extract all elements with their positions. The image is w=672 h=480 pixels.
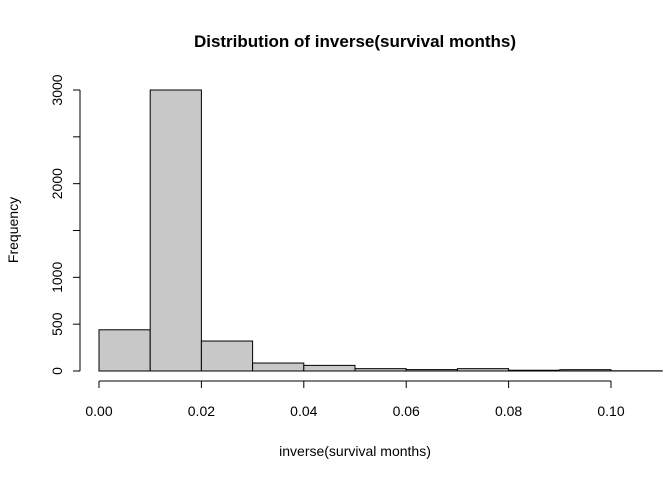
y-axis-label: Frequency — [5, 197, 21, 263]
x-tick-label: 0.04 — [290, 403, 317, 419]
bars-group — [98, 89, 663, 372]
histogram-bar — [303, 364, 356, 372]
x-tick-label: 0.02 — [188, 403, 215, 419]
x-tick-label: 0.00 — [85, 403, 112, 419]
y-tick-label: 500 — [49, 312, 65, 336]
x-tick-label: 0.08 — [495, 403, 522, 419]
x-tick-label: 0.06 — [393, 403, 420, 419]
y-axis: 0 500 1000 2000 3000 — [49, 74, 81, 375]
histogram-bar — [149, 89, 202, 372]
histogram-bar — [508, 369, 561, 372]
histogram-bar — [405, 369, 458, 372]
histogram-bar — [354, 368, 407, 372]
x-axis-label: inverse(survival months) — [279, 443, 431, 459]
y-tick-label: 3000 — [49, 74, 65, 105]
y-tick-label: 2000 — [49, 168, 65, 199]
chart-title: Distribution of inverse(survival months) — [194, 32, 516, 51]
histogram-bar — [456, 368, 510, 372]
y-tick-label: 0 — [49, 367, 65, 375]
histogram-bar — [200, 340, 254, 372]
x-tick-label: 0.10 — [597, 403, 624, 419]
y-tick-label: 1000 — [49, 262, 65, 293]
histogram-bar — [98, 329, 151, 372]
histogram-bar — [252, 362, 305, 372]
histogram-bar — [559, 369, 612, 372]
x-axis: 0.00 0.02 0.04 0.06 0.08 0.10 — [85, 380, 625, 419]
